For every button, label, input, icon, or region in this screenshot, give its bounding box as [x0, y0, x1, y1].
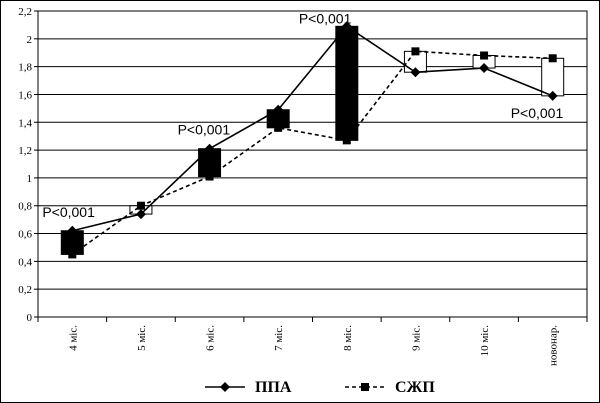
up-bar — [541, 57, 565, 97]
diamond-marker — [341, 21, 352, 32]
x-tick-label: 4 міс. — [67, 325, 79, 351]
y-tick-label: 1 — [27, 173, 33, 185]
x-tick-label: 8 міс. — [342, 325, 354, 351]
x-tick-label: 10 міс. — [479, 325, 491, 357]
legend-square-marker — [361, 383, 369, 391]
x-tick-label: новонар. — [548, 325, 560, 366]
p-value-annotation: P<0,001 — [511, 105, 564, 121]
diamond-marker — [479, 63, 490, 74]
square-marker — [205, 172, 214, 181]
square-marker — [136, 201, 145, 210]
square-marker — [342, 136, 351, 145]
p-value-annotation: P<0,001 — [42, 204, 95, 220]
diamond-marker — [67, 225, 78, 236]
x-tick-label: 7 міс. — [273, 325, 285, 351]
y-tick-label: 1,2 — [18, 145, 32, 157]
square-marker — [68, 250, 77, 259]
diamond-marker — [547, 90, 558, 101]
square-marker — [548, 54, 557, 63]
series-line-1 — [72, 25, 553, 232]
p-value-annotation: P<0,001 — [299, 10, 352, 26]
diamond-marker — [410, 67, 421, 78]
y-tick-label: 2 — [27, 34, 33, 46]
square-marker — [480, 51, 489, 60]
y-tick-label: 0,6 — [18, 229, 32, 241]
x-tick-label: 6 міс. — [205, 325, 217, 351]
x-tick-label: 5 міс. — [136, 325, 148, 351]
x-tick-label: 9 міс. — [410, 325, 422, 351]
p-value-annotation: P<0,001 — [178, 122, 231, 138]
y-tick-label: 0,4 — [18, 256, 32, 268]
y-tick-label: 0,8 — [18, 201, 32, 213]
y-tick-label: 0 — [27, 312, 33, 324]
legend-label-2: СЖП — [395, 379, 435, 396]
legend-diamond-marker — [220, 382, 230, 392]
y-tick-label: 1,8 — [18, 62, 32, 74]
y-tick-label: 1,6 — [18, 89, 32, 101]
down-bar — [335, 25, 359, 141]
legend-label-1: ППА — [255, 379, 292, 396]
square-marker — [411, 47, 420, 56]
diamond-marker — [135, 209, 146, 220]
y-tick-label: 2,2 — [18, 6, 32, 18]
y-tick-label: 1,4 — [18, 117, 32, 129]
diamond-marker — [273, 104, 284, 115]
series-line-2 — [71, 50, 553, 256]
diamond-marker — [204, 143, 215, 154]
square-marker — [274, 123, 283, 132]
y-tick-label: 0,2 — [18, 284, 32, 296]
